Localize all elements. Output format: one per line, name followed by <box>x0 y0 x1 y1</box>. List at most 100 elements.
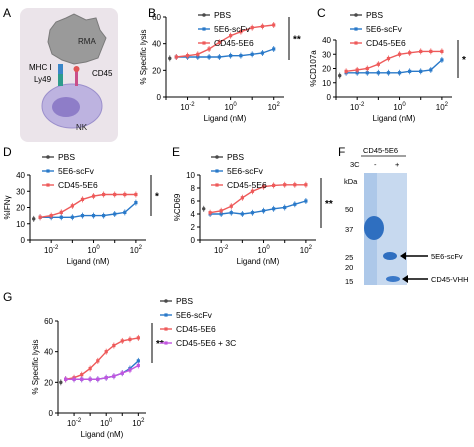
legend-swatch-marker <box>202 41 206 45</box>
legend-swatch-marker <box>354 27 358 31</box>
series-5e6-scfv <box>344 56 444 76</box>
series-line-cd45-5e6 <box>39 193 136 218</box>
y-tick-label: 40 <box>44 348 53 357</box>
gel-band-label-5e6-scfv: 5E6-scFv <box>431 252 463 261</box>
data-point <box>239 30 243 34</box>
y-tick-label: 40 <box>152 40 161 49</box>
legend-swatch-marker <box>202 13 206 17</box>
legend-label: CD45-5E6 <box>214 38 254 48</box>
series-cd45-5e6 <box>208 181 308 216</box>
legend-swatch-marker <box>164 341 168 345</box>
legend-label: 5E6-scFv <box>176 310 213 320</box>
data-point <box>429 49 433 53</box>
data-point <box>229 211 233 215</box>
ly49-receptor <box>58 74 63 86</box>
data-point <box>207 55 211 59</box>
y-tick-label: 30 <box>322 50 331 59</box>
data-point <box>440 58 444 62</box>
data-point <box>112 343 116 348</box>
series-line-cd45-5e6 <box>346 50 442 72</box>
data-point <box>250 189 255 193</box>
significance-marker: * <box>155 192 159 203</box>
gel-band-cd45-5e6 <box>364 216 384 240</box>
series-line-5e6-scfv <box>176 48 274 58</box>
legend-item-cd45-5e6: CD45-5E6 <box>350 38 406 48</box>
data-point <box>80 373 84 377</box>
data-point <box>229 34 233 38</box>
data-point <box>293 183 297 187</box>
legend-item-cd45-5e6: CD45-5E6 <box>211 180 267 190</box>
legend-swatch-marker <box>46 169 50 173</box>
y-axis-label: %CD107a <box>309 50 318 87</box>
gel-band-5e6-scfv <box>383 252 397 260</box>
x-tick-label: 10-2 <box>350 102 365 112</box>
data-point <box>272 183 276 187</box>
data-point <box>91 214 96 218</box>
data-point <box>250 52 254 56</box>
data-point <box>91 194 96 198</box>
data-point <box>261 185 266 189</box>
y-tick-label: 0 <box>157 93 162 102</box>
legend-item-pbs: PBS <box>198 10 231 20</box>
y-tick-label: 40 <box>322 36 331 45</box>
data-point <box>202 207 206 211</box>
gel-lane-plus-label: + <box>395 160 400 169</box>
series-line-5e6-scfv <box>210 200 307 215</box>
panel-letter-f: F <box>338 145 345 159</box>
legend-label: CD45-5E6 <box>227 180 267 190</box>
data-point <box>207 47 211 51</box>
data-point <box>344 69 348 73</box>
data-point <box>128 368 132 372</box>
data-point <box>104 350 108 354</box>
x-tick-label: 10-2 <box>180 102 195 112</box>
data-point <box>120 371 124 375</box>
series-line-cd45-5e6-3c <box>65 364 139 380</box>
y-tick-label: 8 <box>191 184 196 193</box>
x-tick-label: 100 <box>393 102 406 112</box>
y-tick-label: 20 <box>322 65 331 74</box>
panel-letter-b: B <box>148 6 156 20</box>
data-point <box>272 47 276 51</box>
data-point <box>217 40 221 44</box>
gel-arrowhead-5e6-scfv <box>400 252 406 260</box>
series-cd45-5e6 <box>38 191 138 221</box>
y-tick-label: 0 <box>327 93 332 102</box>
data-point <box>120 339 124 343</box>
legend-item-cd45-5e6: CD45-5E6 <box>160 324 216 334</box>
significance-marker: ** <box>325 199 333 210</box>
y-axis-label: % Specific lysis <box>139 29 148 84</box>
series-cd45-5e6 <box>174 22 276 60</box>
data-point <box>240 196 244 200</box>
data-point <box>208 211 212 215</box>
x-axis-label: Ligand (nM) <box>81 430 124 439</box>
x-axis-label: Ligand (nM) <box>67 257 110 266</box>
legend-item-5e6-scfv: 5E6-scFv <box>211 166 264 176</box>
x-axis-label: Ligand (nM) <box>373 114 416 123</box>
mhc-i-molecule <box>58 64 63 74</box>
legend-label: CD45-5E6 <box>58 180 98 190</box>
x-axis-label: Ligand (nM) <box>204 114 247 123</box>
y-tick-label: 20 <box>44 378 53 387</box>
x-tick-label: 10-2 <box>214 245 229 255</box>
legend-swatch-marker <box>164 327 168 331</box>
series-cd45-5e6 <box>344 48 444 75</box>
data-point <box>408 51 412 55</box>
y-tick-label: 10 <box>322 79 331 88</box>
data-point <box>240 212 244 216</box>
panel-letter-e: E <box>172 145 180 159</box>
series-line-5e6-scfv <box>346 59 443 74</box>
legend-label: CD45-5E6 <box>366 38 406 48</box>
panel-letter-g: G <box>3 290 12 304</box>
data-point <box>365 66 369 71</box>
data-point <box>272 23 276 27</box>
data-point <box>196 52 200 56</box>
x-tick-label: 102 <box>436 102 449 112</box>
rma-label: RMA <box>78 37 96 46</box>
data-point <box>49 214 53 218</box>
y-tick-label: 2 <box>191 223 196 232</box>
y-tick-label: 10 <box>186 171 195 180</box>
legend-swatch-marker <box>215 155 219 159</box>
panel-letter-d: D <box>3 145 12 159</box>
y-tick-label: 0 <box>191 236 196 245</box>
